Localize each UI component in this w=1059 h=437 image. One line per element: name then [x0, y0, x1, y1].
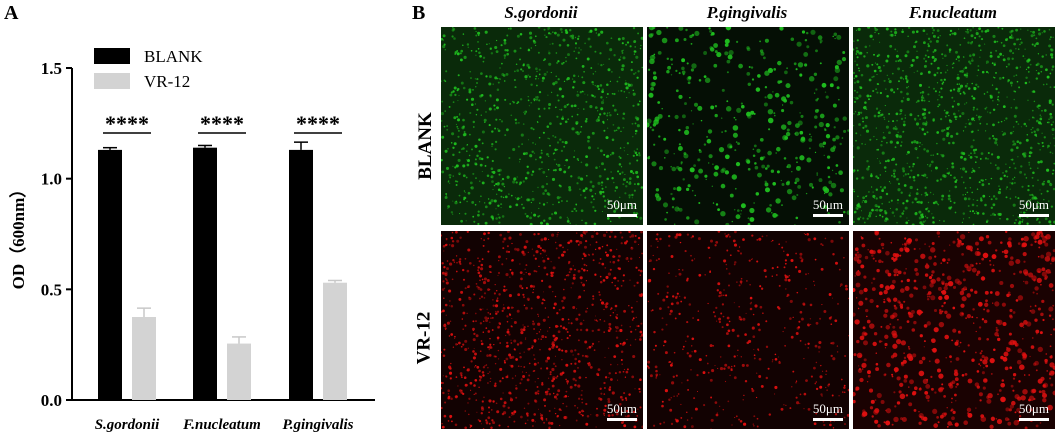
- legend-swatch-blank: [94, 48, 130, 64]
- legend-label-vr-12: VR-12: [144, 72, 190, 91]
- scale-bar: [1018, 418, 1049, 421]
- scale-bar-label: 50μm: [1018, 197, 1049, 217]
- significance-label: ****: [105, 111, 149, 136]
- scale-bar-label: 50μm: [606, 197, 637, 217]
- legend-swatch-vr-12: [94, 73, 130, 89]
- micrograph-grid: S.gordonii P.gingivalis F.nucleatum: [439, 3, 1059, 437]
- bar-vr-12-0: [132, 317, 156, 400]
- x-tick-label: S.gordonii: [95, 417, 160, 433]
- scale-bar-label: 50μm: [812, 197, 843, 217]
- legend-label-blank: BLANK: [144, 47, 203, 66]
- scale-bar: [812, 418, 843, 421]
- y-tick-label: 0.0: [41, 391, 62, 410]
- scale-bar-label: 50μm: [812, 401, 843, 421]
- panel-b-letter: B: [412, 2, 426, 24]
- bar-blank-0: [98, 149, 122, 400]
- micrograph-blank-0: 50μm: [441, 27, 643, 225]
- column-header-p-gingivalis: P.gingivalis: [706, 3, 788, 22]
- micrograph-blank-1: 50μm: [647, 27, 849, 225]
- micrograph-blank-2: 50μm: [853, 27, 1055, 225]
- y-axis-label: OD（600nm）: [8, 181, 28, 290]
- scale-bar: [1018, 214, 1049, 217]
- column-header-f-nucleatum: F.nucleatum: [908, 3, 998, 22]
- row-header-blank: BLANK: [414, 112, 436, 180]
- x-tick-label: F.nucleatum: [182, 417, 261, 433]
- scale-bar: [812, 214, 843, 217]
- bar-chart: 0.0 0.5 1.0 1.5 OD（600nm） **** S.gordonii **** F…: [8, 47, 375, 433]
- column-header-s-gordonii: S.gordonii: [504, 3, 578, 22]
- micrograph-vr-12-0: 50μm: [441, 231, 643, 429]
- y-tick-label: 1.0: [41, 170, 62, 189]
- significance-label: ****: [296, 111, 340, 136]
- bar-blank-1: [193, 147, 217, 400]
- micrograph-vr-12-1: 50μm: [647, 231, 849, 429]
- significance-label: ****: [200, 111, 244, 136]
- micrograph-vr-12-2: 50μm: [853, 231, 1055, 429]
- bar-vr-12-1: [227, 343, 251, 400]
- scale-bar-label: 50μm: [1018, 401, 1049, 421]
- scale-bar: [606, 418, 637, 421]
- panel-a-letter: A: [4, 2, 19, 24]
- bar-vr-12-2: [323, 282, 347, 400]
- bar-blank-2: [289, 149, 313, 400]
- row-header-vr-12: VR-12: [413, 311, 435, 365]
- y-tick-label: 0.5: [41, 280, 62, 299]
- scale-bar: [606, 214, 637, 217]
- scale-bar-label: 50μm: [606, 401, 637, 421]
- x-tick-label: P.gingivalis: [283, 417, 354, 433]
- y-tick-label: 1.5: [41, 59, 62, 78]
